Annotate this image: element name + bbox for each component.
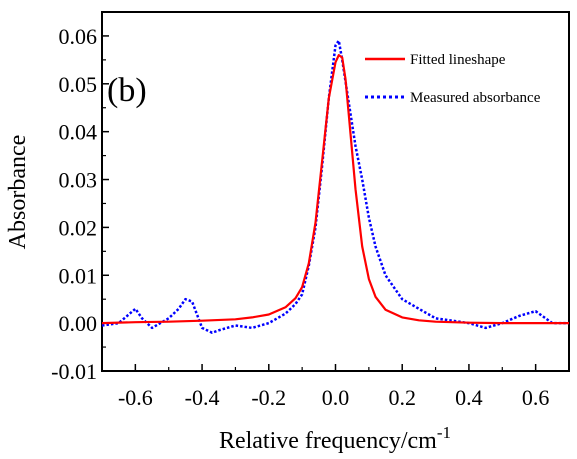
series-fitted-lineshape [101,53,569,325]
axis-ticks [102,35,537,372]
x-axis-label: Relative frequency/cm-1 [219,423,451,454]
legend-label-fitted-lineshape: Fitted lineshape [410,52,506,68]
x-tick-label: -0.6 [118,385,153,410]
series-measured-absorbance [101,39,569,334]
x-tick-label: 0.6 [522,385,550,410]
x-tick-label: 0.2 [388,385,416,410]
y-tick-label: 0.04 [59,120,98,145]
series-layer [101,39,569,334]
x-tick-label: -0.2 [251,385,286,410]
y-tick-label: 0.06 [59,24,98,49]
y-tick-label: 0.02 [59,215,98,240]
y-tick-label: 0.01 [59,263,98,288]
y-tick-label: -0.01 [51,359,97,384]
x-tick-label: 0.0 [322,385,350,410]
x-axis-label-superscript: -1 [437,423,451,442]
y-axis-label: Absorbance [5,135,31,250]
x-tick-label: 0.4 [455,385,483,410]
y-tick-label: 0.03 [59,168,98,193]
legend: Fitted lineshape Measured absorbance [365,52,541,106]
panel-label: (b) [107,72,147,109]
x-tick-label: -0.4 [185,385,220,410]
axis-tick-labels: -0.6 -0.4 -0.2 0.0 0.2 0.4 0.6 -0.01 0.00 0.01 0.0… [51,24,549,410]
legend-label-measured-absorbance: Measured absorbance [410,90,541,106]
y-tick-label: 0.05 [59,72,98,97]
x-axis-label-text: Relative frequency/cm [219,428,437,454]
y-tick-label: 0.00 [59,311,98,336]
